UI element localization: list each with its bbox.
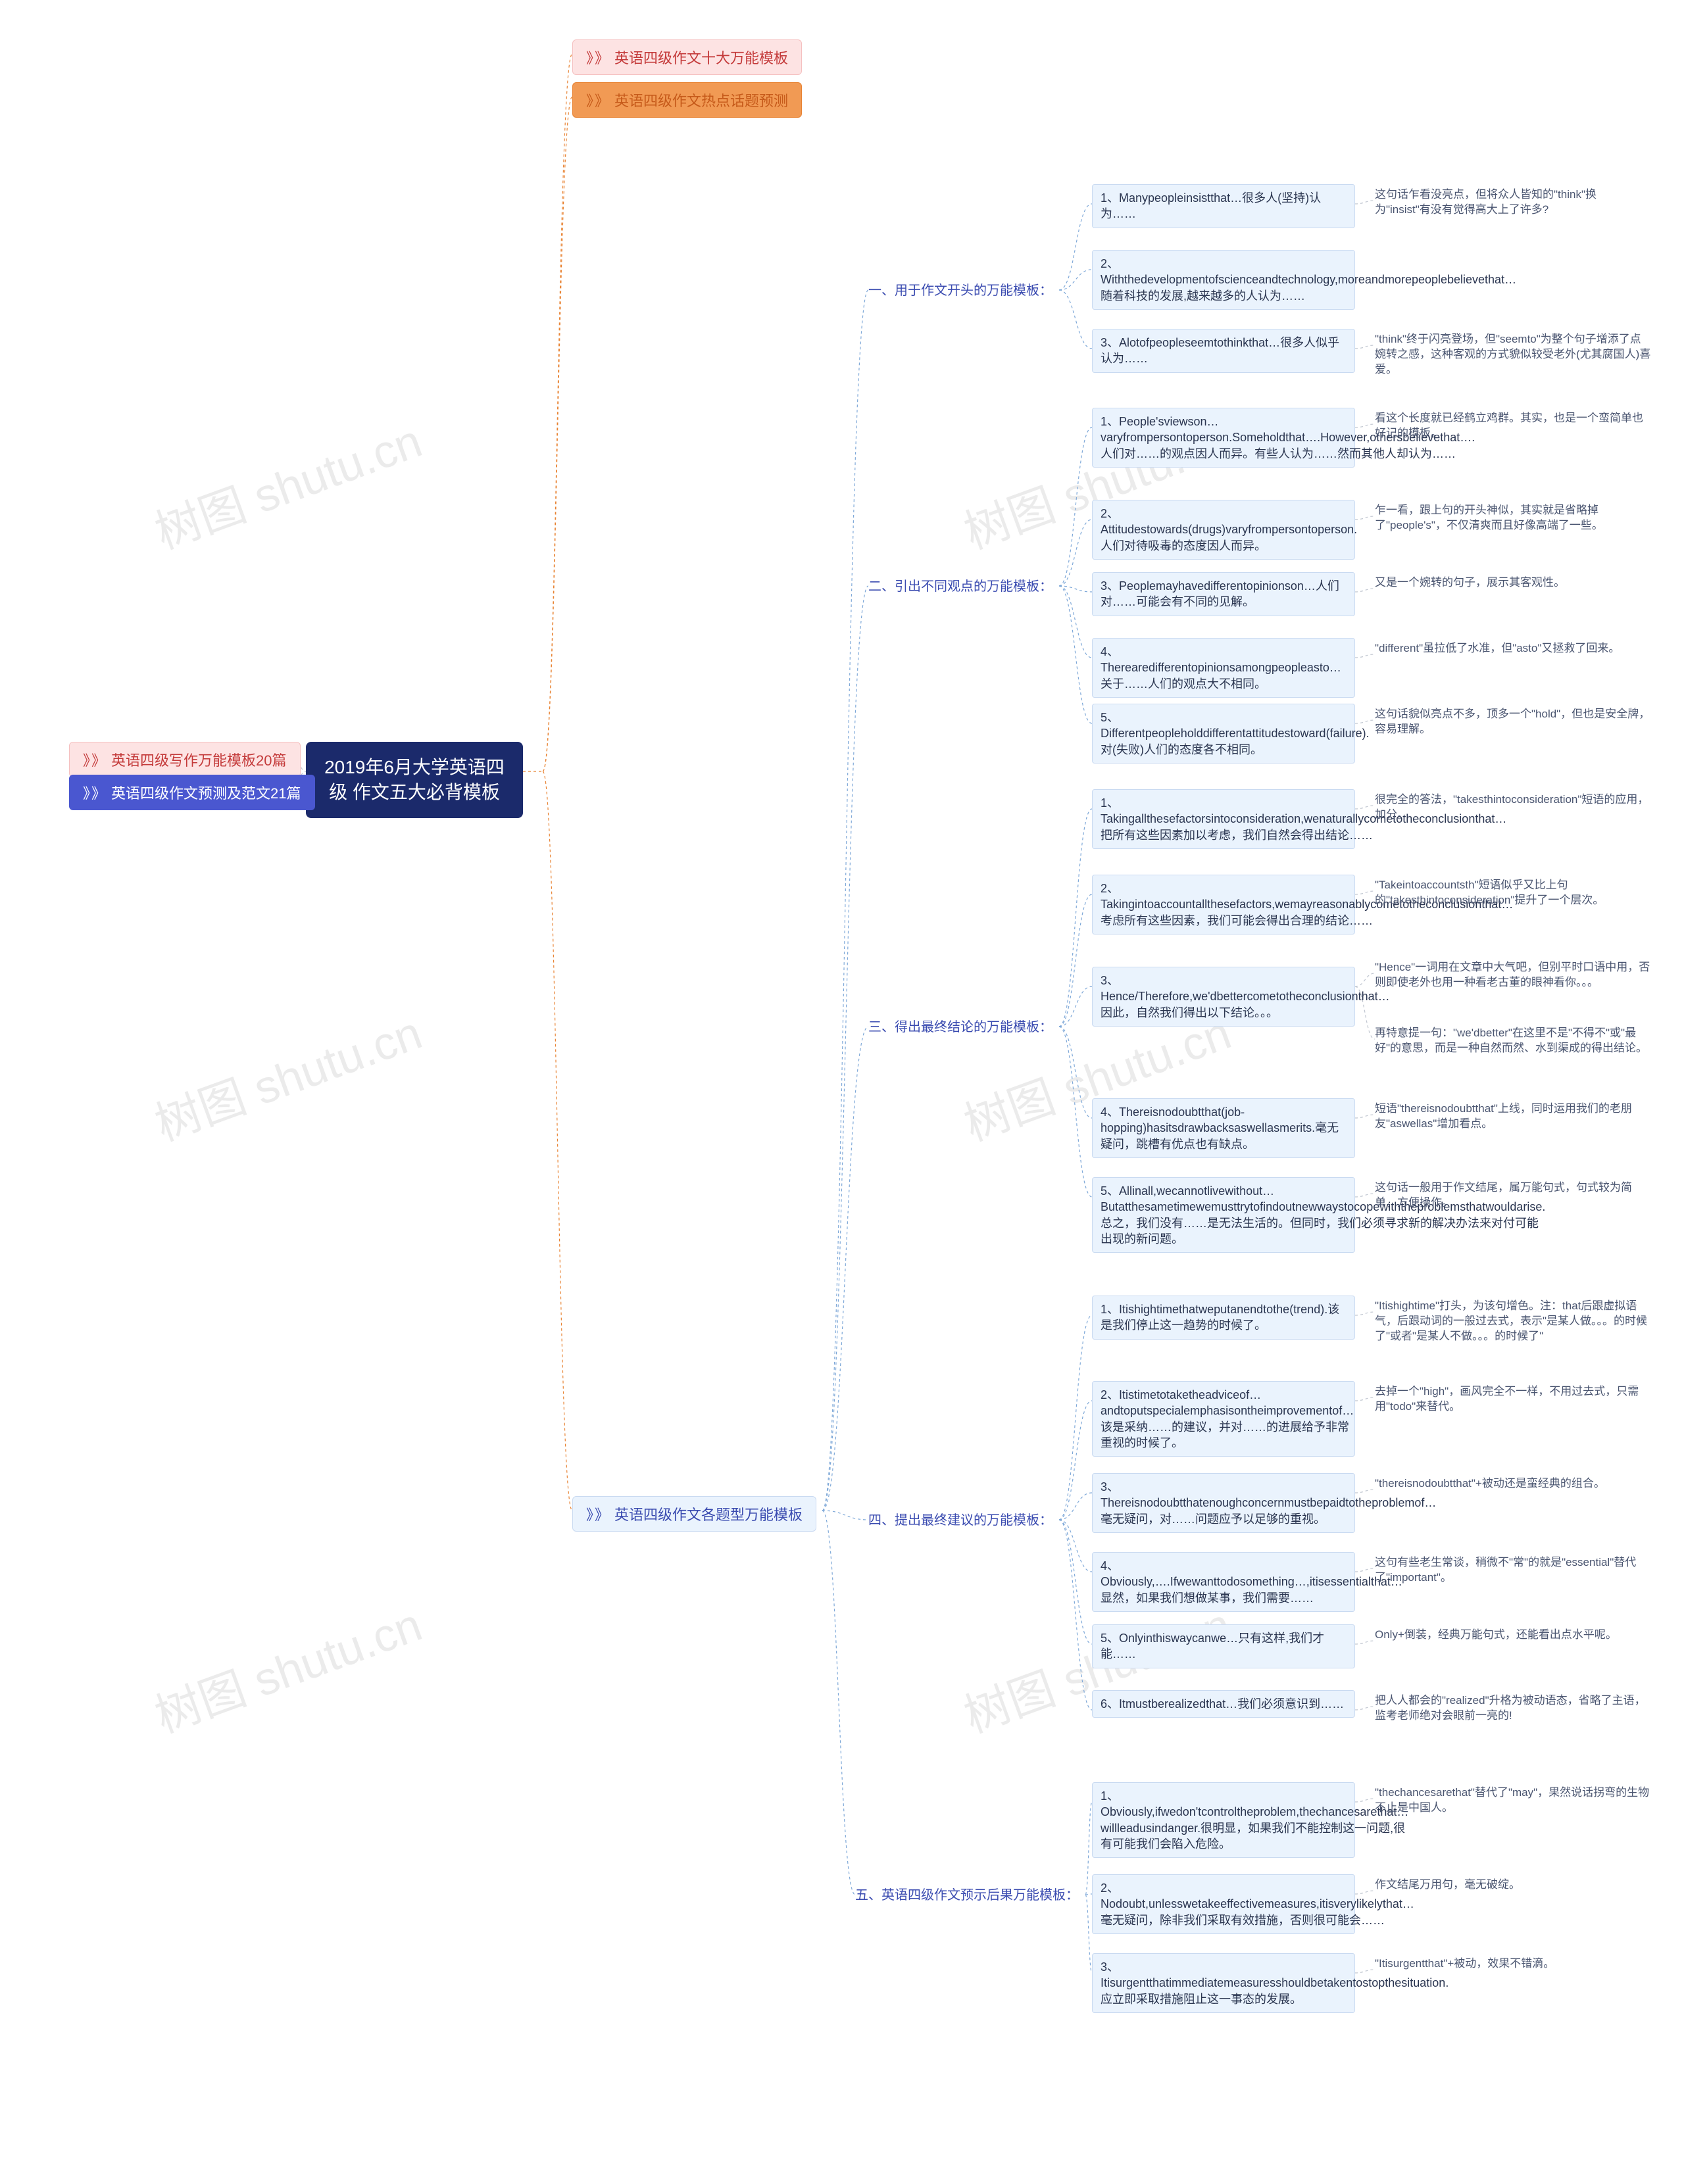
template-tip: 短语"thereisnodoubtthat"上线，同时运用我们的老朋友"aswe… — [1375, 1102, 1651, 1132]
right-tag[interactable]: 》》英语四级作文各题型万能模板 — [572, 1496, 816, 1532]
template-tip: 去掉一个"high"，画风完全不一样，不用过去式，只需用"todo"来替代。 — [1375, 1384, 1651, 1415]
right-tag[interactable]: 》》英语四级作文十大万能模板 — [572, 39, 802, 75]
template-tip: 这句话貌似亮点不多，顶多一个"hold"，但也是安全牌，容易理解。 — [1375, 707, 1651, 737]
template-tip: 这句话乍看没亮点，但将众人皆知的"think"换为"insist"有没有觉得高大… — [1375, 187, 1651, 218]
template-item[interactable]: 1、Manypeopleinsistthat…很多人(坚持)认为…… — [1092, 184, 1355, 228]
template-item[interactable]: 1、People'sviewson…varyfrompersontoperson… — [1092, 408, 1355, 468]
mindmap-canvas: 树图 shutu.cn树图 shutu.cn树图 shutu.cn树图 shut… — [0, 0, 1684, 2184]
template-tip: "Itisurgentthat"+被动，效果不错滴。 — [1375, 1956, 1651, 1972]
template-item[interactable]: 3、Peoplemayhavedifferentopinionson…人们对……… — [1092, 572, 1355, 616]
template-item[interactable]: 5、Differentpeopleholddifferentattitudest… — [1092, 704, 1355, 764]
section-label[interactable]: 二、引出不同观点的万能模板： — [868, 575, 1059, 595]
left-tag[interactable]: 》》英语四级写作万能模板20篇 — [69, 742, 301, 777]
tag-label: 英语四级作文热点话题预测 — [614, 89, 788, 110]
template-item[interactable]: 2、Takingintoaccountallthesefactors,wemay… — [1092, 875, 1355, 934]
template-tip: 这句话一般用于作文结尾，属万能句式，句式较为简单，方便操作。 — [1375, 1180, 1651, 1211]
chevron-icon: 》》 — [586, 89, 610, 110]
template-item[interactable]: 5、Onlyinthiswaycanwe…只有这样,我们才能…… — [1092, 1624, 1355, 1668]
template-tip: "thereisnodoubtthat"+被动还是蛮经典的组合。 — [1375, 1476, 1651, 1492]
template-item[interactable]: 5、Allinall,wecannotlivewithout…Butatthes… — [1092, 1177, 1355, 1253]
template-tip: Only+倒装，经典万能句式，还能看出点水平呢。 — [1375, 1628, 1651, 1643]
template-item[interactable]: 1、Itishightimethatweputanendtothe(trend)… — [1092, 1296, 1355, 1340]
section-label[interactable]: 一、用于作文开头的万能模板： — [868, 279, 1059, 299]
left-tag[interactable]: 》》英语四级作文预测及范文21篇 — [69, 775, 315, 810]
template-item[interactable]: 6、Itmustberealizedthat…我们必须意识到…… — [1092, 1690, 1355, 1718]
template-item[interactable]: 1、Obviously,ifwedon'tcontroltheproblem,t… — [1092, 1782, 1355, 1858]
chevron-icon: 》》 — [586, 47, 610, 68]
tag-label: 英语四级作文预测及范文21篇 — [111, 782, 301, 803]
tag-label: 英语四级作文各题型万能模板 — [614, 1503, 803, 1524]
template-item[interactable]: 2、Itistimetotaketheadviceof…andtoputspec… — [1092, 1381, 1355, 1457]
template-tip: "Hence"一词用在文章中大气吧，但别平时口语中用，否则即使老外也用一种看老古… — [1375, 960, 1651, 990]
template-tip: "thechancesarethat"替代了"may"，果然说话拐弯的生物不止是… — [1375, 1785, 1651, 1816]
template-item[interactable]: 3、Alotofpeopleseemtothinkthat…很多人似乎认为…… — [1092, 329, 1355, 373]
root-topic[interactable]: 2019年6月大学英语四级 作文五大必背模板 — [306, 742, 523, 818]
template-tip: 又是一个婉转的句子，展示其客观性。 — [1375, 575, 1651, 591]
section-label[interactable]: 三、得出最终结论的万能模板： — [868, 1016, 1059, 1035]
template-item[interactable]: 3、Thereisnodoubtthatenoughconcernmustbep… — [1092, 1473, 1355, 1533]
template-tip: "think"终于闪亮登场，但"seemto"为整个句子增添了点婉转之感，这种客… — [1375, 332, 1651, 377]
template-tip: 看这个长度就已经鹤立鸡群。其实，也是一个蛮简单也好记的模板。 — [1375, 411, 1651, 441]
template-item[interactable]: 3、Itisurgentthatimmediatemeasuresshouldb… — [1092, 1953, 1355, 2013]
chevron-icon: 》》 — [83, 782, 107, 803]
chevron-icon: 》》 — [83, 749, 107, 770]
template-item[interactable]: 4、Thereisnodoubtthat(job-hopping)hasitsd… — [1092, 1098, 1355, 1158]
template-item[interactable]: 1、Takingallthesefactorsintoconsideration… — [1092, 789, 1355, 849]
template-item[interactable]: 2、Attitudestowards(drugs)varyfrompersont… — [1092, 500, 1355, 560]
right-tag[interactable]: 》》英语四级作文热点话题预测 — [572, 82, 802, 118]
section-label[interactable]: 五、英语四级作文预示后果万能模板： — [855, 1884, 1085, 1903]
template-item[interactable]: 4、Obviously,….Ifwewanttodosomething…,iti… — [1092, 1552, 1355, 1612]
connector-layer — [0, 0, 1684, 2184]
template-item[interactable]: 4、Therearedifferentopinionsamongpeopleas… — [1092, 638, 1355, 698]
template-tip: 乍一看，跟上句的开头神似，其实就是省略掉了"people's"，不仅清爽而且好像… — [1375, 503, 1651, 533]
template-item[interactable]: 2、Nodoubt,unlesswetakeeffectivemeasures,… — [1092, 1874, 1355, 1934]
template-tip: 很完全的答法，"takesthintoconsideration"短语的应用，加… — [1375, 792, 1651, 823]
template-tip: 作文结尾万用句，毫无破绽。 — [1375, 1878, 1651, 1893]
template-item[interactable]: 2、Withthedevelopmentofscienceandtechnolo… — [1092, 250, 1355, 310]
tag-label: 英语四级写作万能模板20篇 — [111, 749, 286, 770]
template-tip: "Takeintoaccountsth"短语似乎又比上句的"takesthint… — [1375, 878, 1651, 908]
section-label[interactable]: 四、提出最终建议的万能模板： — [868, 1509, 1059, 1528]
template-tip: "Itishightime"打头，为该句增色。注：that后跟虚拟语气，后跟动词… — [1375, 1299, 1651, 1344]
template-tip: 这句有些老生常谈，稍微不"常"的就是"essential"替代了"importa… — [1375, 1555, 1651, 1586]
template-item[interactable]: 3、Hence/Therefore,we'dbettercometothecon… — [1092, 967, 1355, 1027]
template-tip: 把人人都会的"realized"升格为被动语态，省略了主语，监考老师绝对会眼前一… — [1375, 1693, 1651, 1724]
template-tip: 再特意提一句："we'dbetter"在这里不是"不得不"或"最好"的意思，而是… — [1375, 1026, 1651, 1056]
tag-label: 英语四级作文十大万能模板 — [614, 47, 788, 68]
template-tip: "different"虽拉低了水准，但"asto"又拯救了回来。 — [1375, 641, 1651, 656]
chevron-icon: 》》 — [586, 1503, 610, 1524]
